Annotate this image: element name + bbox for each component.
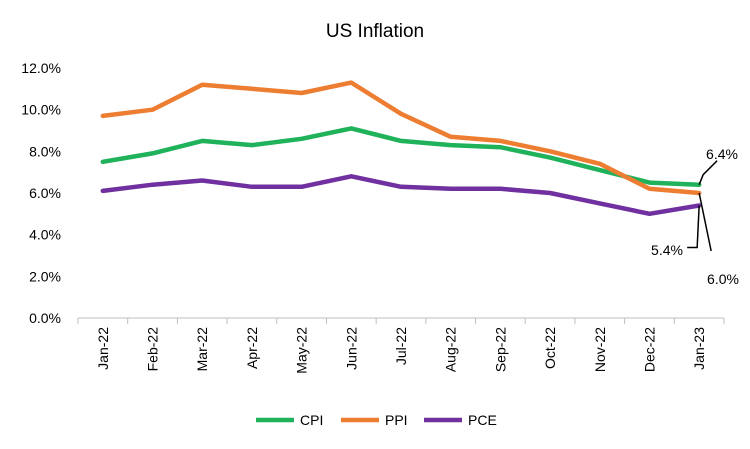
x-tick-label: Jul-22: [393, 327, 409, 365]
x-tick-label: Dec-22: [641, 327, 657, 372]
y-tick-label: 0.0%: [29, 310, 61, 326]
callout-label-cpi: 6.4%: [706, 146, 738, 162]
x-tick-label: Sep-22: [492, 327, 508, 372]
annotations: 6.4% 5.4% 6.0%: [651, 146, 739, 287]
x-tick-label: Jan-23: [691, 327, 707, 370]
x-tick-label: Jan-22: [95, 327, 111, 370]
x-tick-label: Apr-22: [244, 327, 260, 369]
x-tick-label: Mar-22: [194, 327, 210, 372]
y-axis-ticks: 0.0% 2.0% 4.0% 6.0% 8.0% 10.0% 12.0%: [21, 60, 61, 326]
callout-label-pce: 5.4%: [651, 242, 683, 258]
x-tick-label: May-22: [294, 327, 310, 374]
legend-label-cpi: CPI: [300, 412, 323, 428]
callout-label-ppi: 6.0%: [707, 271, 739, 287]
legend-label-pce: PCE: [468, 412, 497, 428]
x-axis-ticks: Jan-22 Feb-22 Mar-22 Apr-22 May-22 Jun-22 Jul-…: [77, 318, 725, 374]
legend: CPI PPI PCE: [256, 412, 497, 428]
callout-line-cpi: [698, 160, 718, 185]
series-line-pce: [100, 174, 702, 217]
x-tick-label: Nov-22: [592, 327, 608, 372]
legend-label-ppi: PPI: [385, 412, 408, 428]
x-tick-label: Oct-22: [542, 327, 558, 369]
y-tick-label: 2.0%: [29, 268, 61, 284]
x-tick-label: Feb-22: [145, 327, 161, 372]
y-tick-label: 4.0%: [29, 227, 61, 243]
series-line-ppi: [100, 80, 702, 196]
callout-line-pce: [687, 205, 700, 249]
callout-line-ppi: [698, 192, 712, 252]
x-tick-label: Jun-22: [343, 327, 359, 370]
series-line-cpi: [100, 126, 702, 187]
x-tick-label: Aug-22: [443, 327, 459, 372]
y-tick-label: 6.0%: [29, 185, 61, 201]
series-lines: [100, 80, 702, 217]
chart-title: US Inflation: [326, 21, 424, 42]
y-tick-label: 10.0%: [21, 102, 61, 118]
y-tick-label: 12.0%: [21, 60, 61, 76]
y-tick-label: 8.0%: [29, 143, 61, 159]
